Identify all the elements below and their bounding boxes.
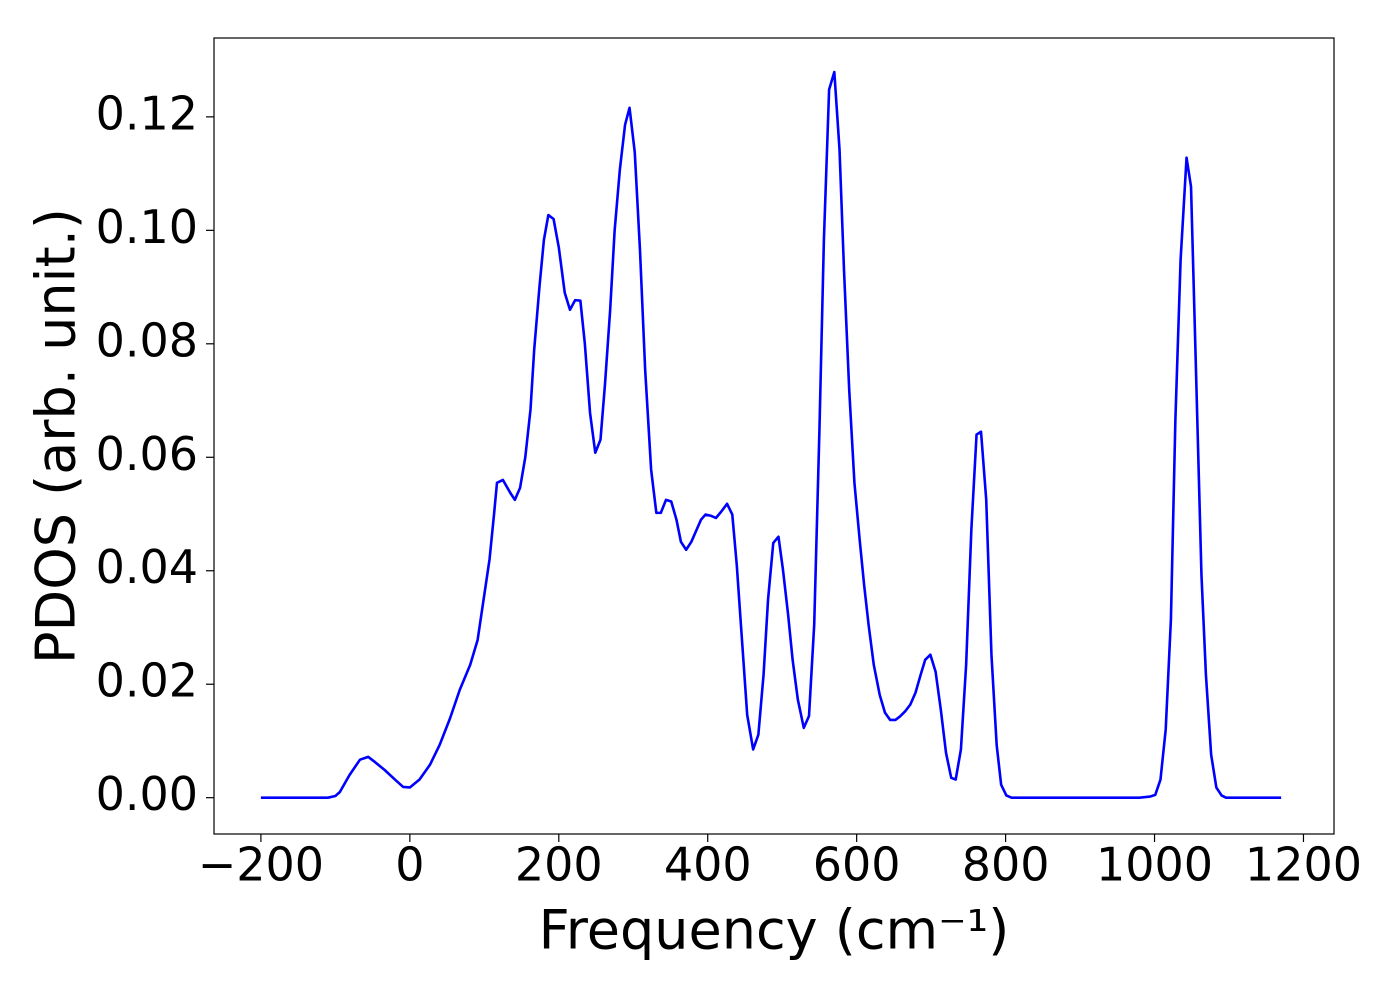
y-tick-label: 0.08: [96, 313, 198, 367]
x-tick-label: 400: [664, 838, 752, 892]
x-tick-label: −200: [198, 838, 324, 892]
x-tick-label: 800: [962, 838, 1050, 892]
x-axis-label: Frequency (cm⁻¹): [539, 899, 1010, 962]
x-tick-label: 200: [515, 838, 603, 892]
x-tick-label: 600: [813, 838, 901, 892]
y-tick-label: 0.00: [96, 767, 198, 821]
x-tick-label: 1200: [1245, 838, 1362, 892]
y-axis-label: PDOS (arb. unit.): [25, 208, 88, 664]
y-tick-label: 0.10: [96, 200, 198, 254]
y-tick-label: 0.06: [96, 427, 198, 481]
y-tick-label: 0.02: [96, 654, 198, 708]
x-tick-label: 0: [395, 838, 424, 892]
data-line: [260, 70, 1282, 799]
y-tick-label: 0.12: [96, 86, 198, 140]
x-tick-label: 1000: [1096, 838, 1213, 892]
y-tick-label: 0.04: [96, 540, 198, 594]
plot-frame: [213, 37, 1335, 835]
